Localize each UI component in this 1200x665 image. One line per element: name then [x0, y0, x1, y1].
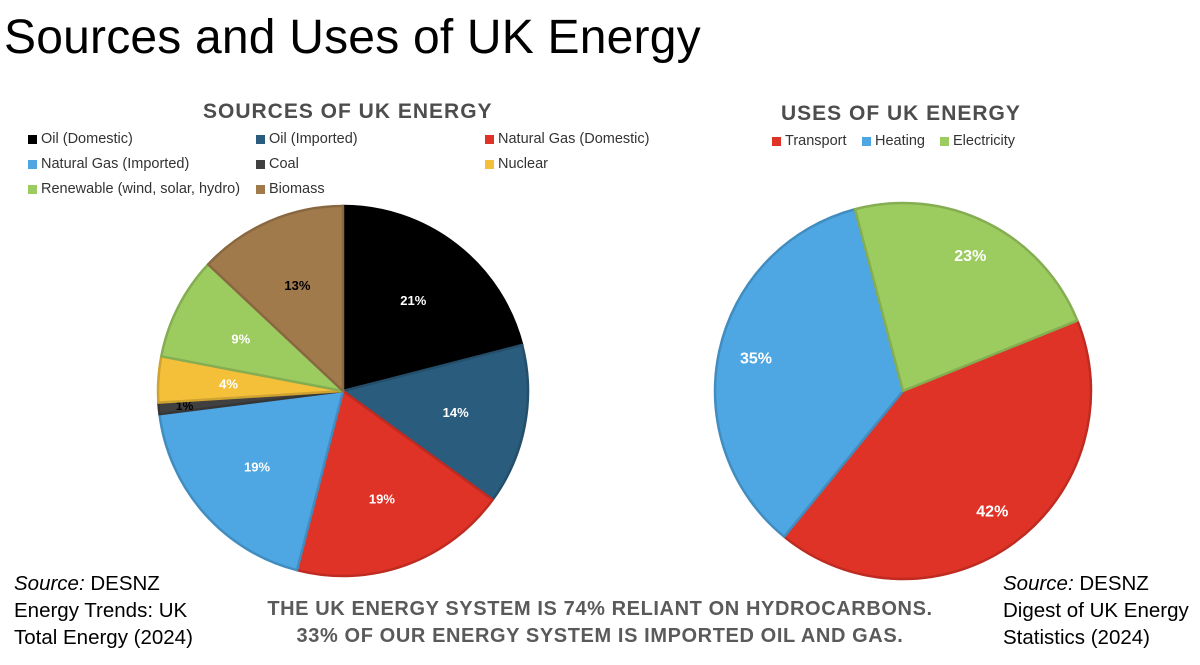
sources-data-label-4: 1%	[176, 399, 194, 413]
legend-label: Biomass	[269, 181, 325, 197]
sources-slice-3	[158, 389, 345, 572]
sources-data-label-2: 19%	[369, 491, 395, 506]
footer-statement: THE UK ENERGY SYSTEM IS 74% RELIANT ON H…	[200, 596, 1000, 650]
sources-data-label-6: 9%	[231, 331, 250, 346]
sources-chart-title: SOURCES OF UK ENERGY	[203, 100, 493, 123]
source-note-text: DESNZ	[84, 572, 160, 595]
source-note-line: Source: DESNZ	[14, 570, 193, 597]
legend-swatch	[485, 159, 494, 169]
sources-data-label-5: 4%	[219, 376, 238, 391]
source-note-line: Total Energy (2024)	[14, 626, 193, 649]
legend-swatch	[772, 136, 781, 146]
sources-slice-1	[341, 343, 530, 501]
legend-label: Coal	[269, 156, 299, 172]
legend-item-natural-gas-domestic: Natural Gas (Domestic)	[485, 131, 649, 147]
sources-slice-0	[341, 204, 524, 393]
sources-data-label-3: 19%	[244, 459, 270, 474]
legend-item-electricity: Electricity	[940, 133, 1015, 149]
legend-item-biomass: Biomass	[256, 181, 325, 197]
sources-slice-6	[160, 263, 345, 393]
legend-swatch	[28, 134, 37, 144]
legend-item-oil-imported: Oil (Imported)	[256, 131, 358, 147]
legend-label: Transport	[785, 133, 847, 149]
source-note-label: Source:	[1003, 572, 1074, 595]
sources-slice-2	[295, 389, 494, 578]
legend-swatch	[28, 159, 37, 169]
sources-data-label-0: 21%	[400, 293, 426, 308]
legend-item-natural-gas-imported: Natural Gas (Imported)	[28, 156, 189, 172]
legend-swatch	[256, 184, 265, 194]
legend-swatch	[940, 136, 949, 146]
legend-swatch	[485, 134, 494, 144]
footer-line-2: 33% OF OUR ENERGY SYSTEM IS IMPORTED OIL…	[296, 625, 904, 647]
source-note-line: Source: DESNZ	[1003, 570, 1189, 597]
legend-label: Nuclear	[498, 156, 548, 172]
legend-label: Heating	[875, 133, 925, 149]
legend-item-nuclear: Nuclear	[485, 156, 548, 172]
legend-item-coal: Coal	[256, 156, 299, 172]
source-note-line: Digest of UK Energy	[1003, 599, 1189, 622]
legend-label: Oil (Domestic)	[41, 131, 133, 147]
sources-data-label-1: 14%	[443, 405, 469, 420]
source-note-text: DESNZ	[1073, 572, 1149, 595]
uses-chart-title: USES OF UK ENERGY	[781, 102, 1021, 125]
sources-data-label-7: 13%	[284, 278, 310, 293]
legend-swatch	[256, 134, 265, 144]
legend-swatch	[862, 136, 871, 146]
page-title: Sources and Uses of UK Energy	[4, 11, 701, 64]
legend-label: Electricity	[953, 133, 1016, 149]
legend-item-oil-domestic: Oil (Domestic)	[28, 131, 133, 147]
footer-line-1: THE UK ENERGY SYSTEM IS 74% RELIANT ON H…	[267, 598, 933, 620]
legend-label: Natural Gas (Imported)	[41, 156, 190, 172]
legend-label: Natural Gas (Domestic)	[498, 131, 650, 147]
sources-slice-7	[206, 204, 345, 393]
source-note-label: Source:	[14, 572, 85, 595]
legend-swatch	[28, 184, 37, 194]
legend-swatch	[256, 159, 265, 169]
source-note-line: Statistics (2024)	[1003, 626, 1150, 649]
legend-item-heating: Heating	[862, 133, 925, 149]
source-note-line: Energy Trends: UK	[14, 599, 188, 622]
legend-label: Oil (Imported)	[269, 131, 358, 147]
legend-item-renewable: Renewable (wind, solar, hydro)	[28, 181, 240, 197]
legend-item-transport: Transport	[772, 133, 847, 149]
legend-label: Renewable (wind, solar, hydro)	[41, 181, 241, 197]
source-note-right: Source: DESNZ Digest of UK Energy Statis…	[1003, 570, 1189, 651]
source-note-left: Source: DESNZ Energy Trends: UK Total En…	[14, 570, 193, 651]
